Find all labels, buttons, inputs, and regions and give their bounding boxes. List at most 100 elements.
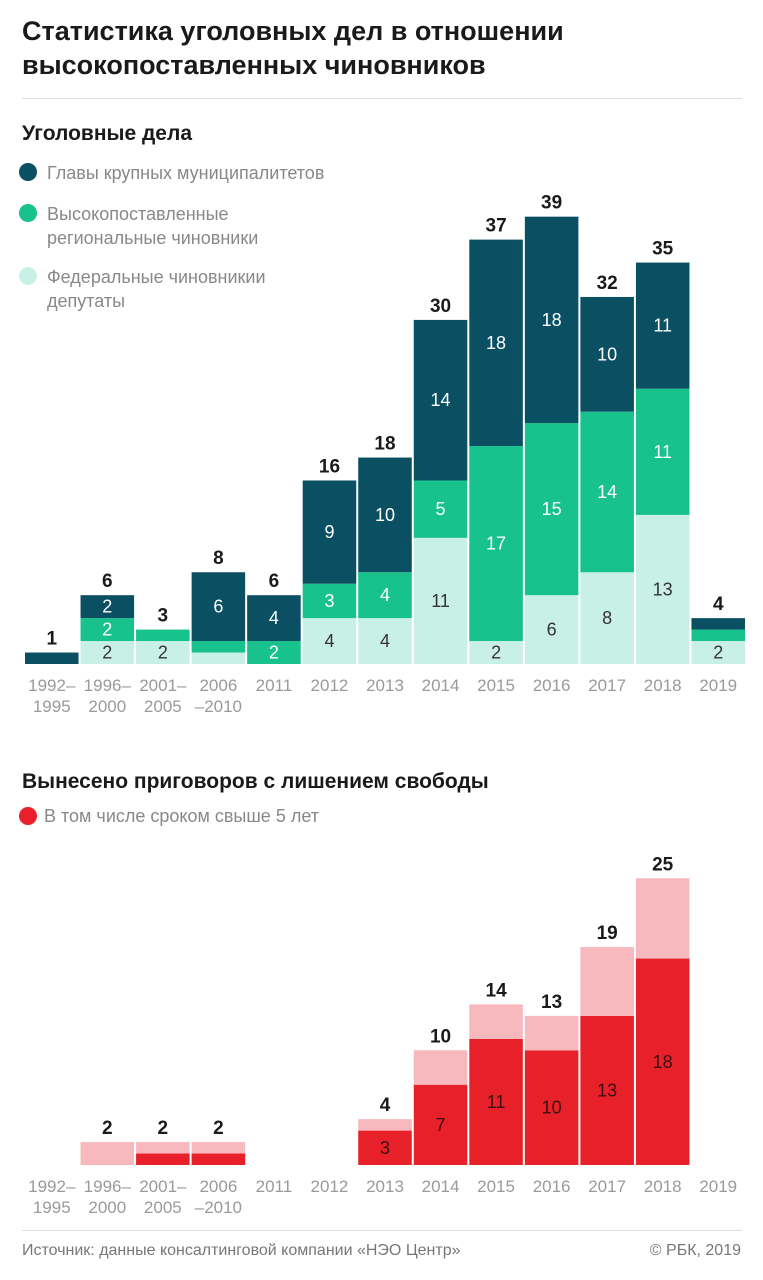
value-label: 10: [597, 344, 617, 364]
bar-segment: [580, 947, 634, 1016]
value-label: 11: [487, 1092, 506, 1112]
total-label: 37: [486, 216, 507, 237]
value-label: 2: [491, 643, 501, 663]
x-tick-label: 2019: [699, 1177, 738, 1196]
total-label: 4: [713, 594, 724, 615]
total-label: 13: [541, 992, 562, 1013]
legend-dot: [19, 204, 37, 222]
total-label: 30: [430, 296, 451, 317]
value-label: 13: [597, 1080, 617, 1100]
legend-label: Главы крупных муниципалитетов: [47, 163, 325, 183]
legend-dot: [19, 267, 37, 285]
bar-segment: [136, 629, 190, 642]
value-label: 17: [486, 534, 506, 554]
value-label: 14: [431, 390, 451, 410]
bar-segment: [247, 595, 301, 642]
value-label: 18: [542, 310, 562, 330]
x-tick-label: 2018: [643, 1177, 682, 1196]
bar-segment: [413, 319, 468, 481]
bar-segment: [302, 618, 357, 664]
value-label: 11: [431, 591, 450, 611]
legend-dot: [19, 807, 37, 825]
bar-segment: [691, 618, 745, 630]
x-tick-label: 2001– 2005: [139, 676, 187, 716]
value-label: 8: [602, 608, 612, 628]
bar-segment: [25, 652, 79, 664]
value-label: 9: [324, 522, 334, 542]
bar-segment: [635, 878, 690, 959]
x-tick-label: 2014: [421, 1177, 460, 1196]
bar-segment: [524, 423, 579, 596]
bar-segment: [580, 1015, 634, 1165]
x-tick-label: 2001– 2005: [139, 1177, 187, 1217]
bar-segment: [358, 457, 412, 573]
value-label: 14: [597, 482, 617, 502]
x-tick-label: 1992– 1995: [28, 676, 76, 716]
bar-segment: [635, 514, 690, 664]
x-tick-label: 1996– 2000: [83, 1177, 131, 1217]
x-tick-label: 2016: [532, 676, 571, 695]
x-tick-label: 2013: [366, 1177, 404, 1196]
bar-segment: [580, 411, 634, 573]
bar-segment: [413, 537, 468, 664]
x-tick-label: 2013: [366, 676, 404, 695]
value-label: 15: [542, 499, 562, 519]
value-label: 2: [713, 643, 723, 663]
bar-segment: [191, 1142, 246, 1154]
value-label: 2: [102, 620, 112, 640]
bar-segment: [80, 595, 135, 619]
bar-segment: [635, 262, 690, 389]
value-label: 4: [324, 631, 334, 651]
total-label: 39: [541, 193, 562, 214]
value-label: 4: [269, 608, 279, 628]
bar-segment: [524, 595, 579, 664]
bar-segment: [469, 641, 523, 664]
total-label: 2: [102, 1118, 113, 1139]
bar-segment: [302, 583, 357, 619]
x-tick-label: 2014: [421, 676, 460, 695]
total-label: 6: [269, 571, 280, 592]
total-label: 3: [158, 606, 169, 627]
total-label: 2: [158, 1118, 169, 1139]
value-label: 4: [380, 585, 390, 605]
total-label: 19: [597, 923, 618, 944]
total-label: 32: [597, 273, 618, 294]
x-tick-label: 2012: [310, 676, 349, 695]
chart-title: Уголовные дела: [22, 122, 192, 145]
value-label: 10: [542, 1098, 562, 1118]
bar-segment: [524, 216, 579, 424]
bar-segment: [524, 1015, 579, 1051]
bar-segment: [302, 480, 357, 584]
bar-segment: [469, 1038, 523, 1165]
x-tick-label: 2011: [255, 1177, 293, 1196]
source: Источник: данные консалтинговой компании…: [22, 1242, 461, 1259]
bar-segment: [136, 1153, 190, 1165]
total-label: 1: [46, 629, 57, 650]
bar-segment: [469, 446, 523, 642]
legend-label: Высокопоставленные региональные чиновник…: [47, 204, 259, 248]
page-title: Статистика уголовных дел в отношении выс…: [22, 16, 564, 80]
total-label: 4: [380, 1095, 391, 1116]
bar-segment: [635, 958, 690, 1165]
total-label: 18: [374, 434, 395, 455]
x-tick-label: 2017: [588, 676, 627, 695]
value-label: 2: [158, 643, 168, 663]
x-tick-label: 2006 –2010: [194, 1177, 243, 1217]
bar-segment: [191, 572, 246, 642]
value-label: 4: [380, 631, 390, 651]
bar-segment: [358, 1119, 412, 1131]
x-tick-label: 2015: [477, 1177, 515, 1196]
value-label: 11: [653, 442, 672, 462]
x-tick-label: 1992– 1995: [28, 1177, 76, 1217]
bar-segment: [247, 641, 301, 664]
bar-segment: [469, 239, 523, 447]
value-label: 5: [436, 499, 446, 519]
bar-segment: [191, 652, 246, 664]
value-label: 6: [213, 597, 223, 617]
total-label: 14: [486, 980, 508, 1001]
x-tick-label: 2012: [310, 1177, 349, 1196]
value-label: 2: [102, 597, 112, 617]
divider: [22, 1230, 742, 1231]
x-tick-label: 2016: [532, 1177, 571, 1196]
value-label: 13: [653, 579, 673, 599]
